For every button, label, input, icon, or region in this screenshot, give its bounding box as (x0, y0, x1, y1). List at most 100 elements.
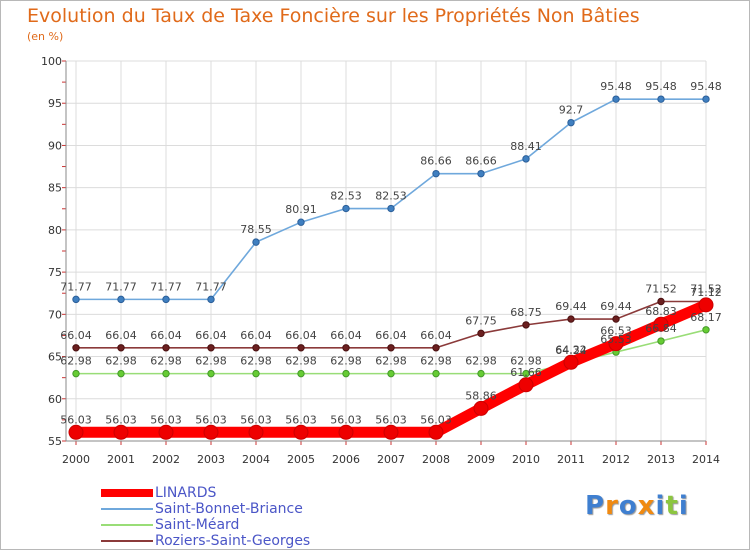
data-label: 65.53 (600, 333, 632, 346)
data-point (117, 344, 125, 352)
data-point (702, 326, 710, 334)
data-label: 56.03 (240, 413, 272, 426)
legend-swatch (101, 489, 153, 497)
x-tick-label: 2014 (692, 453, 720, 466)
data-point (162, 369, 170, 378)
legend-item: Saint-Bonnet-Briance (101, 501, 361, 517)
x-tick-label: 2011 (557, 453, 585, 466)
data-label: 56.03 (330, 413, 362, 426)
data-point (657, 95, 665, 103)
data-label: 82.53 (375, 190, 407, 203)
chart-title: Evolution du Taux de Taxe Foncière sur l… (27, 5, 640, 27)
y-tick-label: 55 (48, 435, 62, 448)
data-point (252, 238, 260, 246)
data-point (387, 204, 395, 213)
y-tick-label: 90 (48, 139, 62, 152)
data-label: 62.98 (285, 355, 317, 368)
data-point (432, 369, 440, 378)
legend-item: LINARDS (101, 485, 361, 501)
data-label: 62.98 (330, 355, 362, 368)
data-label: 62.98 (240, 355, 272, 368)
data-point (477, 329, 485, 338)
data-label: 68.17 (690, 311, 722, 324)
y-tick-label: 60 (48, 393, 62, 406)
data-label: 64.24 (555, 344, 587, 357)
data-point (698, 297, 714, 313)
legend-swatch (101, 508, 153, 510)
logo-letter: r (605, 491, 619, 521)
proxiti-logo: Proxiti (585, 491, 689, 521)
data-point (522, 321, 530, 329)
data-point (297, 344, 305, 352)
x-tick-label: 2002 (152, 453, 180, 466)
data-point (657, 297, 665, 306)
x-tick-label: 2008 (422, 453, 450, 466)
logo-letter: t (665, 491, 679, 521)
data-point (113, 424, 129, 440)
data-label: 56.03 (420, 413, 452, 426)
data-point (117, 295, 125, 304)
data-point (522, 369, 530, 378)
data-point (383, 424, 399, 440)
data-point (207, 369, 215, 378)
x-tick-label: 2003 (197, 453, 225, 466)
y-tick-label: 65 (48, 351, 62, 364)
data-label: 56.03 (150, 413, 182, 426)
data-point (428, 424, 444, 440)
chart-subtitle: (en %) (27, 30, 64, 43)
data-point (608, 336, 624, 352)
data-label: 88.41 (510, 140, 542, 153)
data-label: 66.04 (285, 329, 317, 342)
y-tick-label: 70 (48, 308, 62, 321)
data-label: 66.84 (645, 322, 677, 335)
data-label: 66.04 (60, 329, 92, 342)
data-label: 66.04 (420, 329, 452, 342)
data-point (567, 315, 575, 323)
data-point (338, 424, 354, 440)
data-label: 66.04 (375, 329, 407, 342)
data-label: 58.86 (465, 389, 497, 402)
data-point (522, 155, 530, 163)
logo-letter: P (585, 491, 606, 521)
data-label: 66.04 (195, 329, 227, 342)
data-point (297, 369, 305, 378)
data-point (702, 95, 710, 103)
data-label: 66.04 (105, 329, 137, 342)
legend-label: Roziers-Saint-Georges (155, 533, 311, 549)
logo-letter: x (637, 491, 656, 521)
data-point (432, 169, 440, 178)
data-point (342, 344, 350, 352)
x-tick-label: 2000 (62, 453, 90, 466)
data-point (432, 344, 440, 352)
y-tick-label: 95 (48, 97, 62, 110)
plot-area (66, 61, 706, 441)
data-label: 62.98 (150, 355, 182, 368)
data-label: 62.98 (105, 355, 137, 368)
x-tick-label: 2007 (377, 453, 405, 466)
legend-item: Saint-Méard (101, 517, 361, 533)
logo-letter: i (655, 491, 666, 521)
x-tick-label: 2006 (332, 453, 360, 466)
data-label: 62.98 (375, 355, 407, 368)
data-label: 78.55 (240, 223, 272, 236)
data-point (207, 344, 215, 352)
data-label: 71.77 (60, 280, 92, 293)
data-point (477, 169, 485, 178)
data-point (162, 344, 170, 352)
data-label: 64.32 (555, 343, 587, 356)
data-label: 95.48 (690, 80, 722, 93)
data-point (117, 369, 125, 378)
data-point (162, 295, 170, 304)
data-point (563, 354, 579, 370)
data-point (297, 218, 305, 226)
legend-label: LINARDS (155, 485, 217, 501)
data-point (657, 337, 665, 345)
y-tick-label: 85 (48, 182, 62, 195)
data-point (248, 424, 264, 440)
legend-swatch (101, 540, 153, 542)
data-point (387, 369, 395, 378)
x-tick-label: 2005 (287, 453, 315, 466)
data-label: 62.98 (195, 355, 227, 368)
y-tick-label: 80 (48, 224, 62, 237)
